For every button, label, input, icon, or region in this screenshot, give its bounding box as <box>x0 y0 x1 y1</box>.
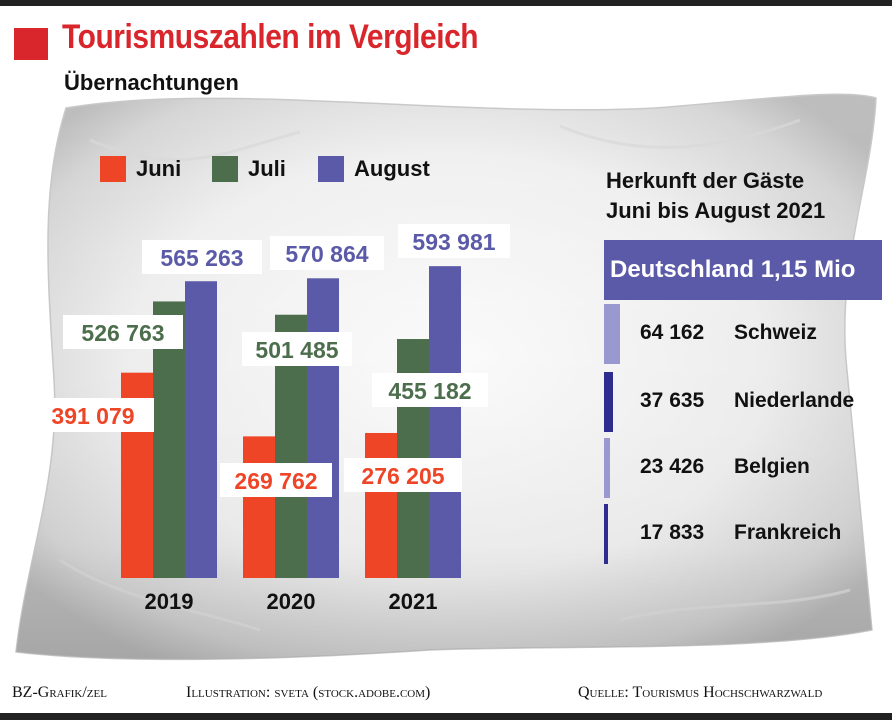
legend-swatch-juli <box>212 156 238 182</box>
bar-juni-2020 <box>243 436 275 578</box>
value-label-juni-2020: 269 762 <box>234 468 317 494</box>
origin-value-frankreich: 17 833 <box>640 521 705 544</box>
origin-bar-belgien <box>604 438 610 498</box>
title-marker <box>14 28 48 60</box>
value-label-juli-2019: 526 763 <box>81 320 164 346</box>
value-label-august-2019: 565 263 <box>160 245 243 271</box>
footer-credit: BZ-Grafik/zel <box>12 684 107 701</box>
origin-value-niederlande: 37 635 <box>640 389 705 412</box>
footer-illustration: Illustration: sveta (stock.adobe.com) <box>186 684 431 701</box>
chart-subtitle: Übernachtungen <box>64 70 239 95</box>
legend-swatch-august <box>318 156 344 182</box>
legend-label-juli: Juli <box>248 156 286 181</box>
origin-country-belgien: Belgien <box>734 455 810 478</box>
origin-row-belgien: 23 426 Belgien <box>604 438 884 498</box>
value-label-juni-2021: 276 205 <box>361 463 444 489</box>
chart-title: Tourismuszahlen im Vergleich <box>62 18 479 56</box>
origin-headline-deutschland: Deutschland 1,15 Mio <box>604 240 882 300</box>
legend-item-juli: Juli <box>212 156 286 182</box>
value-box-juli-2021 <box>372 373 488 407</box>
bar-august-2021 <box>429 266 461 578</box>
origin-country-niederlande: Niederlande <box>734 389 855 412</box>
bar-chart: 2019 2020 2021 391 079 526 763 565 263 269 762… <box>32 224 510 614</box>
value-label-august-2020: 570 864 <box>285 241 368 267</box>
origin-bar-niederlande <box>604 372 613 432</box>
legend-label-august: August <box>354 156 430 181</box>
value-label-juni-2019: 391 079 <box>51 403 134 429</box>
value-box-august-2021 <box>398 224 510 258</box>
value-box-august-2020 <box>270 236 384 270</box>
year-label-2021: 2021 <box>389 589 438 614</box>
origin-value-belgien: 23 426 <box>640 455 705 478</box>
year-label-2019: 2019 <box>145 589 194 614</box>
legend-item-august: August <box>318 156 430 182</box>
bottom-rule <box>0 713 892 720</box>
legend-swatch-juni <box>100 156 126 182</box>
origin-title-line1: Herkunft der Gäste <box>606 168 805 193</box>
value-label-juli-2020: 501 485 <box>255 337 338 363</box>
value-label-august-2021: 593 981 <box>412 229 495 255</box>
value-label-juli-2021: 455 182 <box>388 378 471 404</box>
legend-label-juni: Juni <box>136 156 182 181</box>
legend-item-juni: Juni <box>100 156 181 182</box>
year-label-2020: 2020 <box>267 589 316 614</box>
value-box-juni-2020 <box>220 463 332 497</box>
origin-country-schweiz: Schweiz <box>734 321 817 344</box>
value-box-august-2019 <box>142 240 262 274</box>
origin-value-schweiz: 64 162 <box>640 321 705 344</box>
origin-row-niederlande: 37 635 Niederlande <box>604 372 884 432</box>
origin-country-frankreich: Frankreich <box>734 521 842 544</box>
top-rule <box>0 0 892 6</box>
bar-august-2020 <box>307 278 339 578</box>
origin-bar-frankreich <box>604 504 608 564</box>
bar-juni-2021 <box>365 432 397 578</box>
value-box-juni-2019 <box>32 398 154 432</box>
origin-title: Herkunft der Gäste Juni bis August 2021 <box>606 166 825 226</box>
value-box-juli-2020 <box>242 332 352 366</box>
bar-august-2019 <box>185 281 217 578</box>
origin-bar-schweiz <box>604 304 620 364</box>
origin-title-line2: Juni bis August 2021 <box>606 198 826 223</box>
origin-row-schweiz: 64 162 Schweiz <box>604 304 884 364</box>
footer-source: Quelle: Tourismus Hochschwarzwald <box>578 684 823 701</box>
value-box-juni-2021 <box>344 458 462 492</box>
origin-row-frankreich: 17 833 Frankreich <box>604 504 884 564</box>
value-box-juli-2019 <box>63 315 183 349</box>
